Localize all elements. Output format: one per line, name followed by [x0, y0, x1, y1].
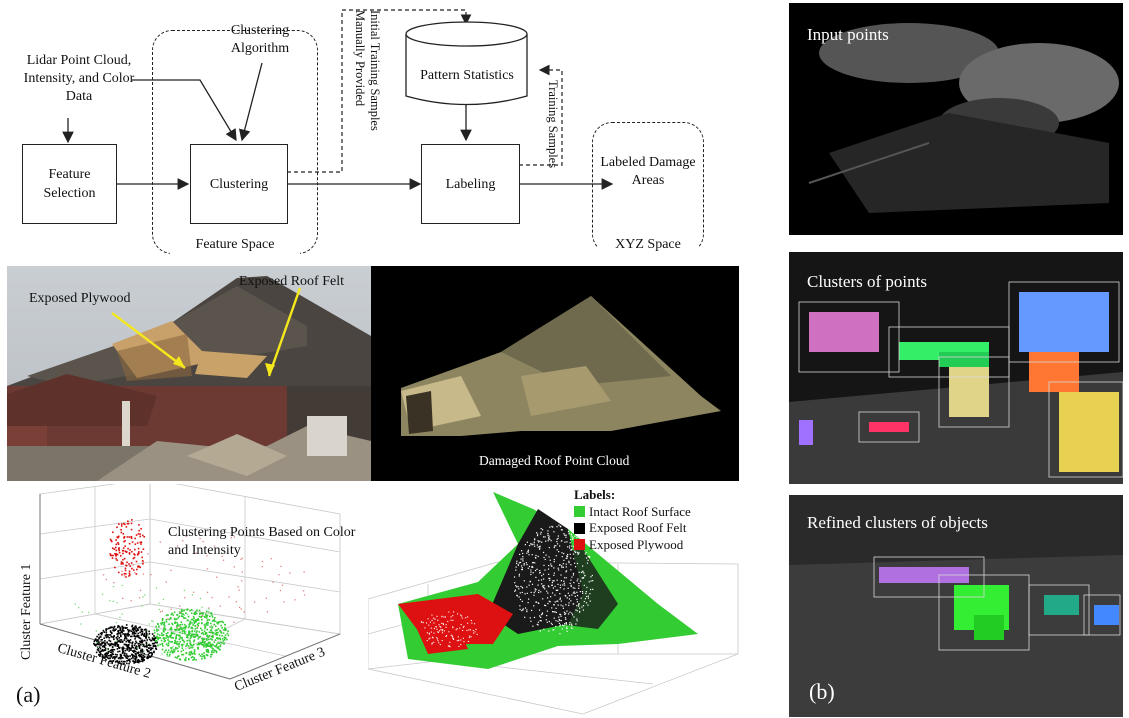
- point-cloud-caption: Damaged Roof Point Cloud: [479, 453, 630, 468]
- damaged-house-image: [7, 266, 371, 481]
- legend-item-felt: Exposed Roof Felt: [574, 520, 691, 537]
- labeled-damage-areas: Labeled Damage Areas: [600, 155, 696, 188]
- legend-swatch: [574, 539, 585, 551]
- clusters-panel: Clusters of points: [789, 252, 1123, 484]
- xyz-space-label: XYZ Space: [598, 236, 698, 254]
- exposed-roof-felt-label: Exposed Roof Felt: [239, 274, 344, 289]
- clusters-title: Clusters of points: [807, 272, 927, 291]
- legend-title: Labels:: [574, 487, 616, 502]
- point-cluster: [152, 608, 230, 662]
- clusters-image: [789, 281, 1123, 484]
- input-points-image: [808, 23, 1119, 213]
- input-points-panel: Input points: [789, 3, 1123, 235]
- point-cloud-image: Damaged Roof Point Cloud: [371, 266, 739, 481]
- exposed-plywood-label: Exposed Plywood: [29, 291, 131, 306]
- panel-b-label: (b): [809, 679, 835, 704]
- legend-label: Intact Roof Surface: [589, 503, 691, 519]
- point-cluster: [74, 584, 217, 657]
- scatter-points: [0, 484, 368, 718]
- point-cluster: [420, 611, 478, 648]
- training-samples-label: Training Samples: [546, 80, 560, 169]
- roof-point-cloud: [401, 296, 721, 436]
- legend-label: Exposed Plywood: [589, 536, 684, 552]
- point-cluster: [102, 535, 306, 629]
- input-data-label: Lidar Point Cloud, Intensity, and Color …: [23, 53, 135, 104]
- labeling-box: Labeling: [421, 144, 520, 224]
- refined-clusters-image: [789, 555, 1123, 717]
- classified-roof-plot: [368, 492, 739, 715]
- legend-item-plywood: Exposed Plywood: [574, 537, 691, 554]
- point-cluster: [109, 519, 146, 578]
- legend: Labels: Intact Roof Surface Exposed Roof…: [574, 487, 691, 553]
- scatter-plot: [39, 484, 342, 680]
- flowchart-connectors: [62, 9, 614, 190]
- feature-selection-box: Feature Selection: [22, 144, 117, 224]
- house-photo: Exposed Plywood Exposed Roof Felt: [7, 266, 371, 481]
- legend-label: Exposed Roof Felt: [589, 520, 687, 535]
- cluster-feature-1-label: Cluster Feature 1: [19, 563, 34, 660]
- input-points-title: Input points: [807, 25, 889, 44]
- legend-swatch: [574, 522, 585, 534]
- roof-points: [368, 484, 748, 718]
- point-cluster: [513, 524, 594, 635]
- refined-clusters-title: Refined clusters of objects: [807, 513, 988, 532]
- feature-space-label: Feature Space: [170, 236, 300, 254]
- refined-clusters-panel: Refined clusters of objects (b): [789, 495, 1123, 717]
- scatter-annotation: Clustering Points Based on Color and Int…: [168, 525, 356, 558]
- panel-a-label: (a): [16, 682, 41, 707]
- legend-swatch: [574, 506, 585, 518]
- legend-item-intact: Intact Roof Surface: [574, 504, 691, 521]
- point-cluster: [93, 624, 158, 665]
- initial-training-samples-label: Initial Training Samples Manually Provid…: [353, 10, 382, 131]
- clustering-box: Clustering: [190, 144, 288, 224]
- pattern-statistics-label: Pattern Statistics: [420, 68, 514, 83]
- clustering-algorithm-label: Clustering Algorithm: [230, 23, 290, 56]
